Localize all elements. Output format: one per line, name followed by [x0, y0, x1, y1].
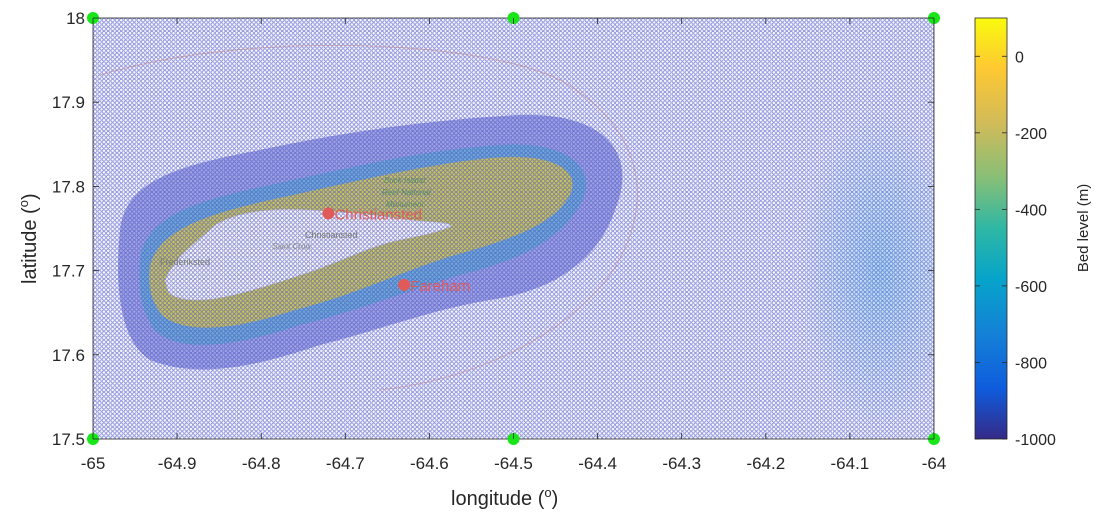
city-marker[interactable] — [398, 278, 411, 291]
colorbar-tick-label: -200 — [1015, 126, 1047, 143]
city-label: Fareham — [410, 278, 470, 295]
x-tick-label: -64.1 — [831, 454, 870, 473]
colorbar-tick-label: -1000 — [1015, 432, 1056, 449]
y-axis-title-degree: o — [16, 200, 31, 207]
x-tick-label: -65 — [81, 454, 106, 473]
colorbar — [974, 17, 1008, 440]
x-tick-label: -64.3 — [662, 454, 701, 473]
plot-area[interactable]: Frederiksted Christiansted Saint Croix B… — [93, 18, 960, 440]
x-tick-label: -64.8 — [242, 454, 281, 473]
x-tick-label: -64.6 — [410, 454, 449, 473]
model-grid — [93, 18, 934, 439]
colorbar-tick-label: -600 — [1015, 279, 1047, 296]
y-tick-label: 17.9 — [52, 93, 85, 112]
x-axis-title-end: ) — [552, 488, 559, 510]
city-markers: Christiansted Fareham — [322, 206, 470, 295]
x-axis-title-text: longitude ( — [451, 488, 545, 510]
basemap-label-christiansted: Christiansted — [305, 230, 358, 240]
city-marker[interactable] — [322, 207, 335, 220]
y-axis-title: latitude (o) — [16, 193, 41, 284]
x-tick-label: -64.7 — [326, 454, 365, 473]
x-tick-label: -64.5 — [494, 454, 533, 473]
y-axis-ticks: 17.5 17.6 17.7 17.8 17.9 18 — [52, 9, 934, 449]
basemap-label-buck-island-2: Reef National — [382, 188, 431, 197]
city-label: Christiansted — [334, 206, 422, 223]
x-tick-label: -64.2 — [746, 454, 785, 473]
basemap-label-saint-croix: Saint Croix — [272, 242, 312, 251]
domain-arc — [99, 44, 638, 391]
colorbar-ticks: 0 -200 -400 -600 -800 -1000 — [975, 49, 1056, 449]
x-tick-label: -64.4 — [578, 454, 617, 473]
x-axis-title: longitude (o) — [451, 485, 558, 510]
colorbar-label: Bed level (m) — [1075, 184, 1092, 272]
y-axis-title-text: latitude ( — [19, 207, 41, 284]
colorbar-tick-label: -800 — [1015, 355, 1047, 372]
basemap-label-buck-island-1: Buck Island — [384, 176, 426, 185]
x-axis-ticks: -65 -64.9 -64.8 -64.7 -64.6 -64.5 -64.4 -64.3 -6… — [81, 18, 947, 473]
x-axis-title-degree: o — [544, 485, 551, 500]
basemap-label-buck-island-3: Monument — [386, 200, 425, 209]
y-tick-label: 18 — [66, 9, 85, 28]
colorbar-tick-label: 0 — [1015, 49, 1024, 66]
y-tick-label: 17.8 — [52, 177, 85, 196]
x-tick-label: -64.9 — [158, 454, 197, 473]
y-axis-title-end: ) — [19, 193, 41, 200]
y-tick-label: 17.5 — [52, 430, 85, 449]
colorbar-tick-label: -400 — [1015, 202, 1047, 219]
y-tick-label: 17.6 — [52, 346, 85, 365]
basemap-label-frederiksted: Frederiksted — [160, 257, 210, 267]
y-tick-label: 17.7 — [52, 262, 85, 281]
x-tick-label: -64 — [922, 454, 947, 473]
